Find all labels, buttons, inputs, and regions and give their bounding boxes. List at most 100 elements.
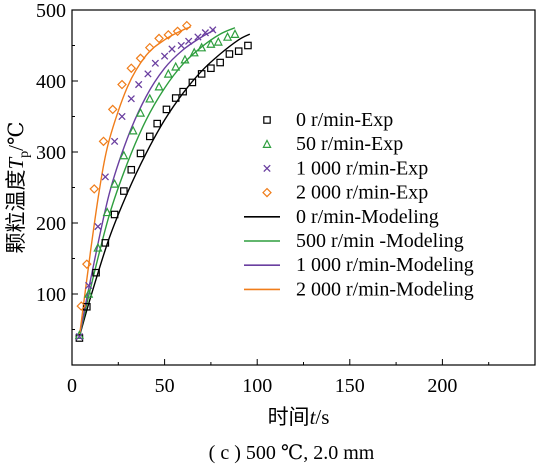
data-point bbox=[94, 222, 102, 231]
data-point bbox=[171, 94, 180, 102]
data-point bbox=[180, 54, 190, 64]
series-line bbox=[78, 29, 215, 337]
data-point bbox=[172, 26, 183, 37]
data-point bbox=[118, 112, 126, 121]
data-point bbox=[209, 26, 217, 34]
axis-labels: 时间t/s 颗粒温度Tp/℃ ( c ) 500 ℃, 2.0 mm bbox=[4, 121, 375, 464]
y-tick-label: 400 bbox=[36, 71, 66, 93]
series-line bbox=[78, 27, 236, 337]
data-point bbox=[135, 80, 143, 89]
y-axis-label: 颗粒温度Tp/℃ bbox=[4, 121, 32, 253]
data-point bbox=[213, 36, 223, 46]
data-point bbox=[84, 288, 94, 298]
data-point bbox=[181, 20, 192, 31]
data-point bbox=[101, 239, 110, 247]
data-point bbox=[163, 30, 174, 40]
data-point bbox=[230, 29, 240, 38]
legend-label: 2 000 r/min-Modeling bbox=[296, 278, 474, 300]
data-point bbox=[110, 178, 120, 188]
data-point bbox=[110, 137, 119, 146]
data-point bbox=[162, 105, 171, 114]
data-point bbox=[222, 31, 233, 41]
data-point bbox=[120, 187, 128, 195]
legend-marker bbox=[262, 187, 272, 198]
legend-marker bbox=[263, 164, 271, 173]
data-point bbox=[76, 301, 87, 311]
data-point bbox=[197, 42, 207, 52]
legend-label: 0 r/min-Modeling bbox=[296, 206, 439, 228]
data-point bbox=[107, 104, 118, 115]
data-point bbox=[83, 302, 91, 311]
data-point bbox=[145, 132, 154, 141]
data-point bbox=[85, 281, 93, 290]
legend-label: 2 000 r/min-Exp bbox=[296, 182, 428, 204]
data-point bbox=[81, 259, 92, 270]
data-point bbox=[160, 52, 169, 60]
data-point bbox=[98, 136, 109, 147]
legend-label: 0 r/min-Exp bbox=[296, 109, 393, 131]
data-point bbox=[201, 29, 210, 37]
series-line bbox=[78, 33, 251, 337]
data-point bbox=[234, 47, 243, 55]
data-point bbox=[89, 184, 100, 194]
data-point bbox=[127, 95, 135, 103]
data-point bbox=[206, 38, 216, 48]
data-point bbox=[136, 149, 145, 158]
legend-label: 50 r/min-Exp bbox=[296, 133, 403, 155]
data-point bbox=[135, 53, 146, 64]
x-tick-label: 50 bbox=[155, 375, 175, 397]
y-tick-label: 100 bbox=[36, 284, 66, 306]
x-tick-label: 200 bbox=[427, 375, 457, 397]
y-tick-label: 500 bbox=[36, 0, 66, 22]
figure-caption: ( c ) 500 ℃, 2.0 mm bbox=[209, 442, 375, 464]
legend-label: 1 000 r/min-Exp bbox=[296, 157, 428, 179]
data-point bbox=[153, 119, 161, 128]
data-point bbox=[225, 50, 234, 58]
data-point bbox=[144, 70, 152, 78]
data-point bbox=[128, 125, 138, 135]
x-axis-label: 时间t/s bbox=[268, 405, 330, 429]
data-point bbox=[145, 93, 155, 103]
data-point bbox=[189, 47, 199, 57]
data-point bbox=[93, 242, 103, 252]
data-point bbox=[177, 41, 185, 50]
data-point bbox=[126, 63, 137, 74]
x-tick-label: 100 bbox=[242, 375, 272, 397]
x-tick-label: 0 bbox=[67, 375, 77, 397]
data-point bbox=[151, 59, 159, 67]
y-tick-label: 200 bbox=[36, 213, 66, 235]
data-point bbox=[179, 87, 187, 96]
data-point bbox=[92, 268, 100, 277]
data-point bbox=[75, 332, 84, 341]
data-point bbox=[154, 81, 164, 91]
data-point bbox=[127, 165, 136, 174]
data-point bbox=[194, 33, 202, 41]
data-point bbox=[185, 37, 193, 45]
data-point bbox=[244, 41, 252, 50]
legend-marker bbox=[263, 116, 271, 124]
data-point bbox=[154, 33, 164, 44]
data-point bbox=[144, 42, 155, 53]
data-point bbox=[171, 61, 181, 71]
data-point bbox=[207, 64, 215, 73]
data-point bbox=[168, 45, 176, 53]
legend-label: 500 r/min -Modeling bbox=[296, 230, 464, 252]
data-point bbox=[135, 107, 146, 117]
legend-marker bbox=[262, 139, 272, 148]
series-line bbox=[78, 26, 191, 337]
data-point bbox=[197, 70, 206, 78]
axes: 0 50 100 150 200 100 200 300 400 500 bbox=[36, 0, 536, 397]
legend-label: 1 000 r/min-Modeling bbox=[296, 254, 474, 276]
data-point bbox=[163, 68, 173, 78]
data-point bbox=[188, 78, 197, 87]
plot-area bbox=[74, 20, 252, 342]
data-point bbox=[102, 207, 112, 217]
y-tick-label: 300 bbox=[36, 142, 66, 164]
data-point bbox=[117, 79, 127, 90]
data-point bbox=[216, 58, 224, 67]
x-tick-label: 150 bbox=[335, 375, 365, 397]
data-point bbox=[119, 150, 129, 160]
data-point bbox=[101, 173, 109, 181]
